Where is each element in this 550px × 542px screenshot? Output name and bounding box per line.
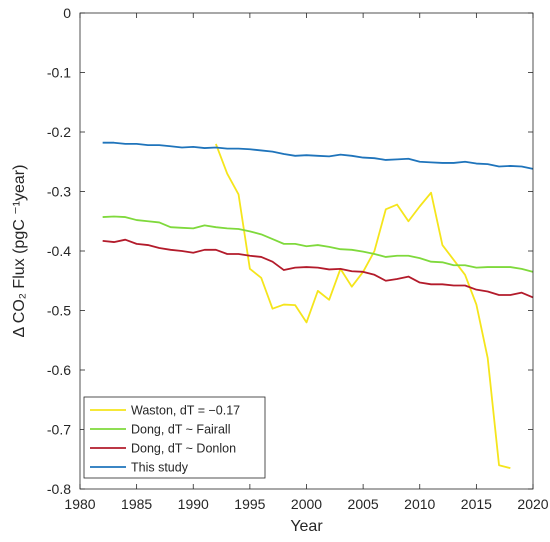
x-axis-title: Year [290, 518, 323, 535]
x-tick-label: 2000 [291, 496, 322, 512]
y-tick-label: -0.2 [47, 124, 71, 140]
y-tick-label: -0.7 [47, 422, 71, 438]
y-tick-label: -0.3 [47, 184, 71, 200]
x-tick-label: 1995 [234, 496, 265, 512]
x-tick-label: 1990 [178, 496, 209, 512]
legend: Waston, dT = −0.17 Dong, dT ~ Fairall Dong… [83, 396, 266, 479]
legend-label-1: Waston, dT = −0.17 [131, 404, 240, 418]
legend-label-3: Dong, dT ~ Donlon [131, 442, 236, 456]
x-tick-label: 2015 [461, 496, 492, 512]
series-line-2 [102, 215, 534, 273]
x-tick-label: 2020 [517, 496, 548, 512]
x-tick-label: 2010 [404, 496, 435, 512]
y-tick-label: 0 [63, 5, 71, 21]
series-line-4 [102, 141, 534, 170]
series-line-3 [102, 238, 534, 299]
x-tick-label: 1980 [64, 496, 95, 512]
y-tick-label: -0.8 [47, 481, 71, 497]
x-tick-label: 2005 [348, 496, 379, 512]
y-tick-label: -0.5 [47, 303, 71, 319]
x-tick-label: 1985 [121, 496, 152, 512]
axes: 1980 1985 1990 1995 2000 2005 2010 2015 2020 0 -0.… [47, 5, 549, 512]
y-axis-title: Δ CO₂ Flux (pgC ⁻¹year) [11, 165, 28, 338]
legend-label-4: This study [131, 461, 189, 475]
series-layer [102, 141, 534, 470]
y-tick-label: -0.6 [47, 362, 71, 378]
y-tick-label: -0.4 [47, 243, 71, 259]
legend-label-2: Dong, dT ~ Fairall [131, 423, 230, 437]
y-tick-label: -0.1 [47, 65, 71, 81]
